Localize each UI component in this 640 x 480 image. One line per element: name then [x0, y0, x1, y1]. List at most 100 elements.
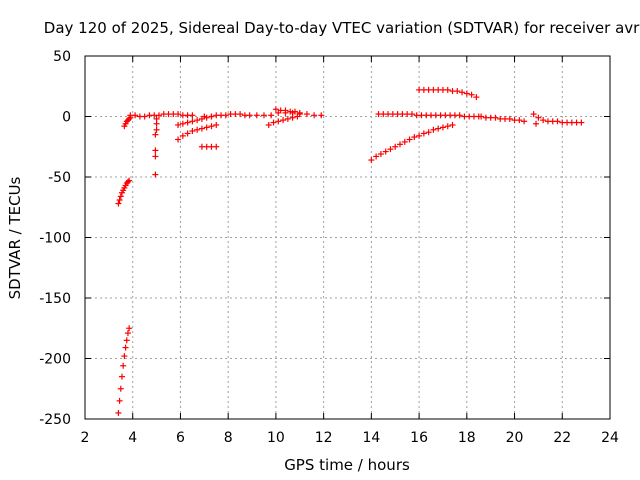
data-point	[368, 157, 375, 164]
data-marks	[115, 86, 585, 416]
data-point	[535, 114, 542, 121]
data-point	[152, 153, 159, 160]
data-point	[184, 119, 191, 126]
data-point	[373, 153, 380, 160]
data-point	[141, 113, 148, 120]
data-point	[132, 112, 139, 119]
series-sat-h-flat-low	[198, 143, 220, 150]
data-point	[282, 107, 289, 114]
x-tick-label: 18	[458, 430, 476, 446]
data-point	[478, 113, 485, 120]
data-point	[540, 117, 547, 124]
data-point	[194, 126, 201, 133]
series-sat-f-mid	[175, 113, 215, 128]
data-point	[272, 106, 279, 113]
data-point	[208, 123, 215, 130]
data-point	[406, 136, 413, 143]
data-point	[198, 125, 205, 132]
data-point	[578, 119, 585, 126]
data-point	[175, 111, 182, 118]
data-point	[122, 344, 129, 351]
data-point	[179, 132, 186, 139]
data-point	[444, 86, 451, 93]
data-point	[124, 178, 131, 185]
data-point	[530, 111, 537, 118]
series-sat-m-arc	[416, 86, 480, 101]
data-point	[449, 121, 456, 128]
series-sat-b-recovery	[115, 177, 133, 207]
series-sat-n-tail	[478, 113, 528, 125]
data-point	[153, 115, 160, 122]
data-point	[318, 112, 325, 119]
data-point	[253, 112, 260, 119]
data-point	[155, 112, 162, 119]
data-point	[208, 113, 215, 120]
series-sat-k-recovery-2	[368, 121, 456, 164]
series-sat-j-cluster-upper	[272, 106, 303, 116]
data-point	[292, 108, 298, 115]
y-tick-label: -200	[39, 352, 71, 368]
data-point	[246, 112, 253, 119]
data-point	[270, 119, 277, 126]
data-point	[275, 118, 282, 125]
data-point	[430, 126, 437, 133]
data-point	[284, 115, 291, 122]
series-sat-d-outliers	[152, 115, 160, 178]
data-point	[189, 112, 196, 119]
data-point	[123, 337, 130, 344]
x-tick-label: 22	[553, 430, 571, 446]
data-point	[213, 143, 220, 150]
data-point	[408, 111, 415, 118]
y-tick-label: -100	[39, 231, 71, 247]
data-point	[382, 148, 389, 155]
data-point	[554, 118, 561, 125]
data-point	[265, 121, 272, 128]
data-point	[456, 112, 463, 119]
series-sat-i-cluster	[265, 113, 301, 128]
y-tick-label: -250	[39, 412, 71, 428]
data-point	[468, 91, 475, 98]
data-point	[516, 117, 523, 124]
data-point	[260, 112, 267, 119]
data-point	[116, 397, 123, 404]
x-tick-label: 6	[176, 430, 185, 446]
data-point	[222, 112, 229, 119]
data-point	[294, 113, 301, 120]
data-point	[175, 136, 182, 143]
x-tick-label: 12	[315, 430, 333, 446]
data-point	[153, 126, 160, 133]
data-point	[189, 128, 196, 135]
data-point	[506, 115, 513, 122]
y-tick-label: 0	[62, 110, 71, 126]
data-point	[439, 124, 446, 131]
data-point	[126, 115, 133, 122]
data-point	[289, 114, 296, 121]
x-tick-label: 2	[81, 430, 90, 446]
data-point	[203, 114, 210, 121]
data-point	[377, 151, 384, 158]
series-sat-o-end	[530, 111, 585, 127]
data-point	[175, 121, 182, 128]
x-axis-label: GPS time / hours	[284, 456, 410, 474]
grid-lines	[85, 56, 610, 419]
chart-title: Day 120 of 2025, Sidereal Day-to-day VTE…	[44, 19, 640, 37]
axis-ticks	[84, 55, 611, 420]
data-point	[189, 118, 196, 125]
data-point	[198, 115, 205, 122]
data-point	[387, 146, 394, 153]
data-point	[401, 138, 408, 145]
data-point	[463, 90, 470, 97]
data-point	[117, 193, 124, 200]
x-tick-label: 10	[267, 430, 285, 446]
data-point	[444, 123, 451, 130]
y-axis-label: SDTVAR / TECUs	[6, 176, 24, 299]
data-point	[521, 118, 528, 125]
data-point	[425, 129, 432, 136]
data-point	[120, 362, 127, 369]
y-tick-label: -150	[39, 291, 71, 307]
x-tick-label: 16	[410, 430, 428, 446]
data-point	[533, 120, 540, 127]
y-tick-label: 50	[53, 49, 71, 65]
data-point	[126, 177, 133, 184]
